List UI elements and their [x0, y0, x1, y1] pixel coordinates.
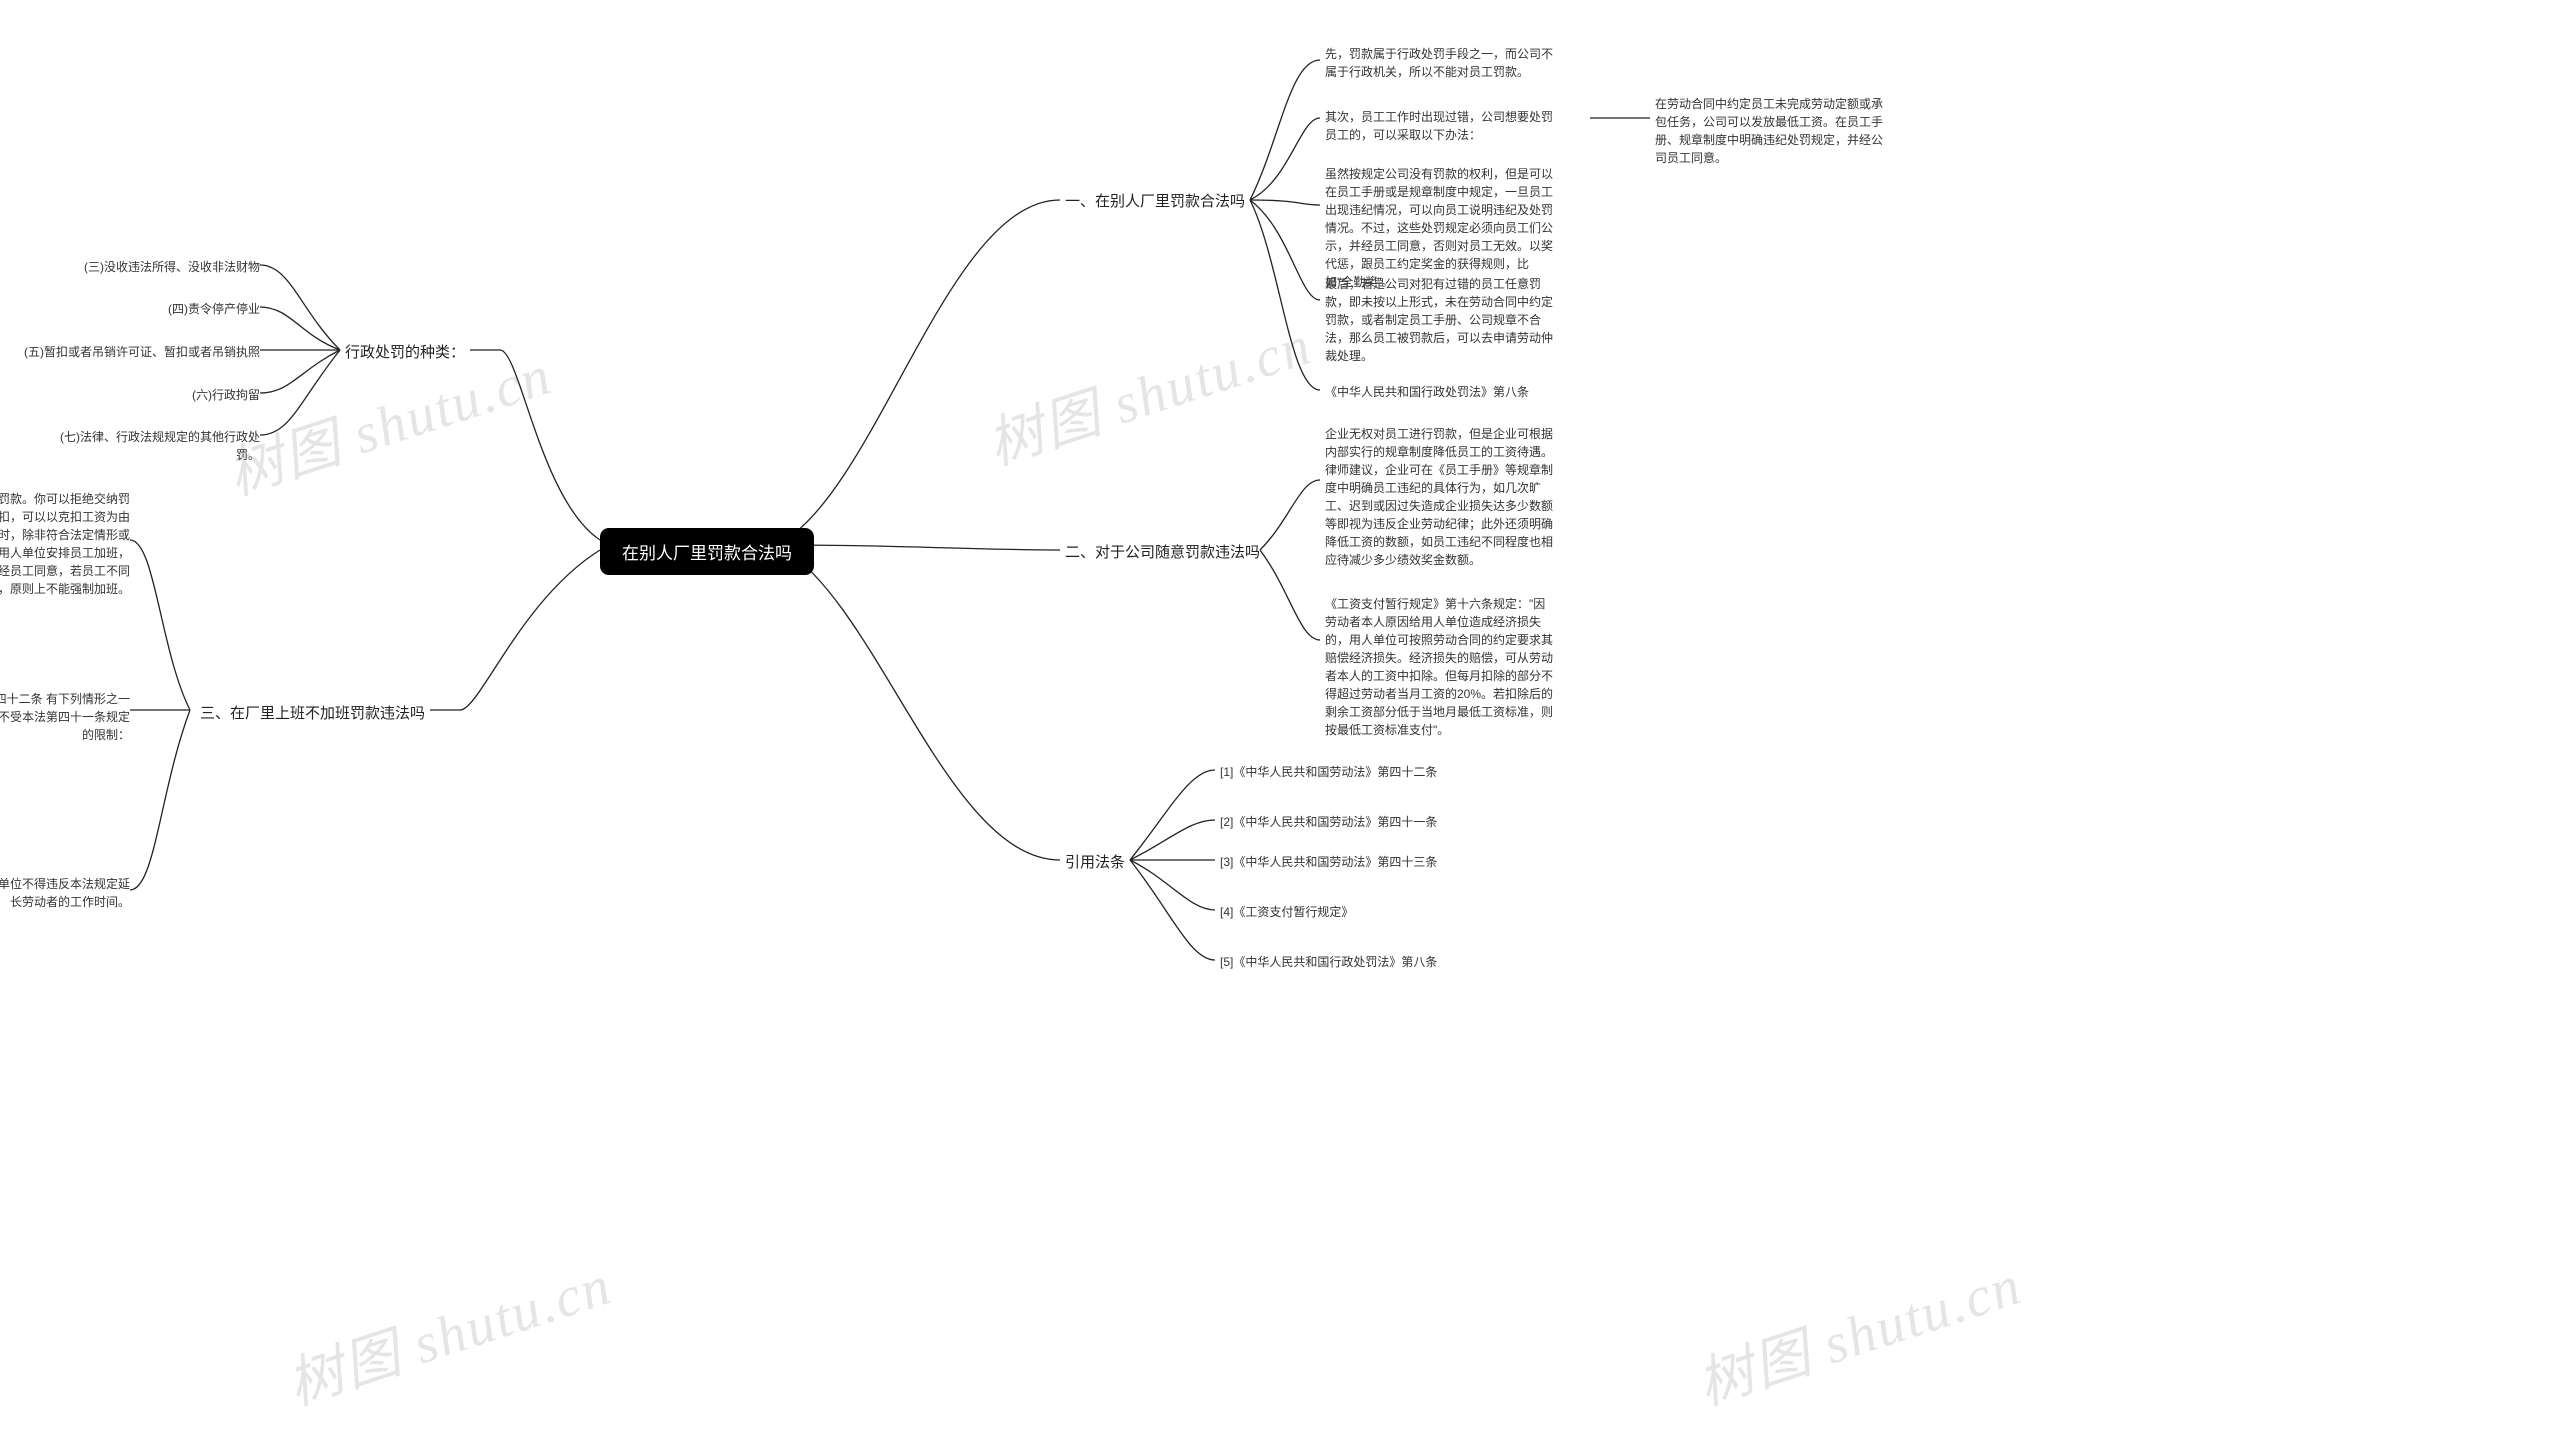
leaf-l4-2: (四)责令停产停业 [155, 300, 260, 318]
leaf-r3-3: [3]《中华人民共和国劳动法》第四十三条 [1220, 853, 1437, 871]
leaf-l4-4: (六)行政拘留 [180, 386, 260, 404]
leaf-l5-2: 《劳动法》第四十二条 有下列情形之一的，延长工作时间不受本法第四十一条规定的限制… [0, 690, 130, 744]
watermark: 树图 shutu.cn [976, 300, 1321, 481]
leaf-r1-2a: 在劳动合同中约定员工未完成劳动定额或承包任务，公司可以发放最低工资。在员工手册、… [1655, 95, 1885, 167]
watermark: 树图 shutu.cn [276, 1240, 621, 1421]
branch-r2: 二、对于公司随意罚款违法吗 [1065, 541, 1260, 562]
leaf-r1-3: 虽然按规定公司没有罚款的权利，但是可以在员工手册或是规章制度中规定，一旦员工出现… [1325, 165, 1555, 291]
leaf-l5-3: 第四十三条 用人单位不得违反本法规定延长劳动者的工作时间。 [0, 875, 130, 911]
leaf-r1-1: 先，罚款属于行政处罚手段之一，而公司不属于行政机关，所以不能对员工罚款。 [1325, 45, 1555, 81]
leaf-r3-5: [5]《中华人民共和国行政处罚法》第八条 [1220, 953, 1437, 971]
leaf-l4-5: (七)法律、行政法规规定的其他行政处罚。 [55, 428, 260, 464]
leaf-r2-2: 《工资支付暂行规定》第十六条规定："因劳动者本人原因给用人单位造成经济损失的，用… [1325, 595, 1555, 739]
leaf-r1-4: 最后，若是公司对犯有过错的员工任意罚款，即未按以上形式，未在劳动合同中约定罚款，… [1325, 275, 1555, 365]
center-node: 在别人厂里罚款合法吗 [600, 528, 814, 575]
leaf-r1-5: 《中华人民共和国行政处罚法》第八条 [1325, 383, 1529, 401]
leaf-r2-1: 企业无权对员工进行罚款，但是企业可根据内部实行的规章制度降低员工的工资待遇。律师… [1325, 425, 1555, 569]
leaf-l5-1: 违法。工厂无权罚款。你可以拒绝交纳罚款，如果从工资里扣，可以以克扣工资为由申请劳… [0, 490, 130, 598]
branch-l4: 行政处罚的种类： [345, 341, 465, 362]
leaf-l4-3: (五)暂扣或者吊销许可证、暂扣或者吊销执照 [10, 343, 260, 361]
leaf-r3-4: [4]《工资支付暂行规定》 [1220, 903, 1353, 921]
leaf-r3-2: [2]《中华人民共和国劳动法》第四十一条 [1220, 813, 1437, 831]
leaf-r3-1: [1]《中华人民共和国劳动法》第四十二条 [1220, 763, 1437, 781]
leaf-l4-1: (三)没收违法所得、没收非法财物 [65, 258, 260, 276]
branch-r3: 引用法条 [1065, 851, 1125, 872]
branch-r1: 一、在别人厂里罚款合法吗 [1065, 190, 1245, 211]
leaf-r1-2: 其次，员工工作时出现过错，公司想要处罚员工的，可以采取以下办法： [1325, 108, 1555, 144]
watermark: 树图 shutu.cn [1686, 1240, 2031, 1421]
branch-l5: 三、在厂里上班不加班罚款违法吗 [200, 702, 425, 723]
